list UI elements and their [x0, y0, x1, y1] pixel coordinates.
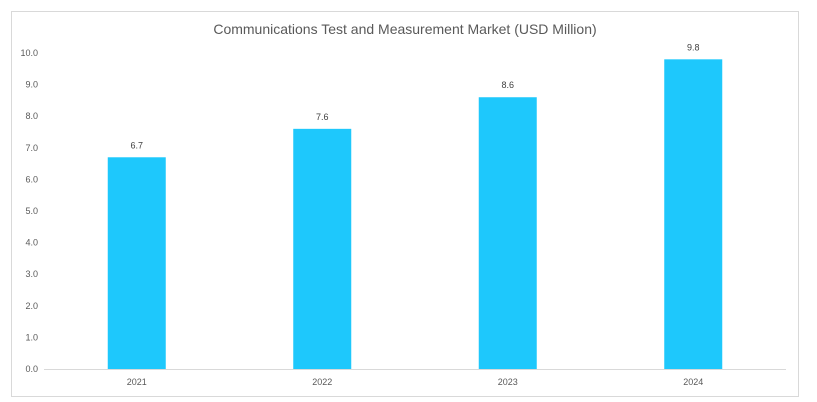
data-label-2024: 9.8	[687, 42, 700, 52]
bar-2024	[664, 59, 723, 369]
x-tick-label-2021: 2021	[127, 377, 147, 387]
y-tick-label: 1.0	[25, 332, 38, 342]
data-label-2022: 7.6	[316, 112, 329, 122]
x-tick-label-2024: 2024	[683, 377, 703, 387]
y-tick-label: 9.0	[25, 80, 38, 90]
bar-2021	[107, 157, 166, 369]
y-tick-label: 10.0	[20, 48, 38, 58]
y-tick-label: 2.0	[25, 301, 38, 311]
chart-title: Communications Test and Measurement Mark…	[213, 21, 597, 37]
data-label-2023: 8.6	[501, 80, 514, 90]
x-tick-label-2022: 2022	[312, 377, 332, 387]
x-axis-ticks: 2021 2022 2023 2024	[127, 377, 704, 387]
y-tick-label: 6.0	[25, 174, 38, 184]
y-tick-label: 5.0	[25, 206, 38, 216]
x-tick-label-2023: 2023	[498, 377, 518, 387]
bars-group	[107, 59, 723, 370]
data-label-2021: 6.7	[130, 140, 143, 150]
y-tick-label: 0.0	[25, 364, 38, 374]
bar-2022	[293, 128, 352, 369]
y-tick-label: 3.0	[25, 269, 38, 279]
bar-2023	[478, 97, 537, 370]
y-tick-label: 8.0	[25, 111, 38, 121]
y-tick-label: 7.0	[25, 143, 38, 153]
y-axis-ticks: 0.0 1.0 2.0 3.0 4.0 5.0 6.0 7.0 8.0 9.0 10.0	[20, 48, 38, 374]
y-tick-label: 4.0	[25, 238, 38, 248]
data-labels-group: 6.7 7.6 8.6 9.8	[130, 42, 699, 150]
